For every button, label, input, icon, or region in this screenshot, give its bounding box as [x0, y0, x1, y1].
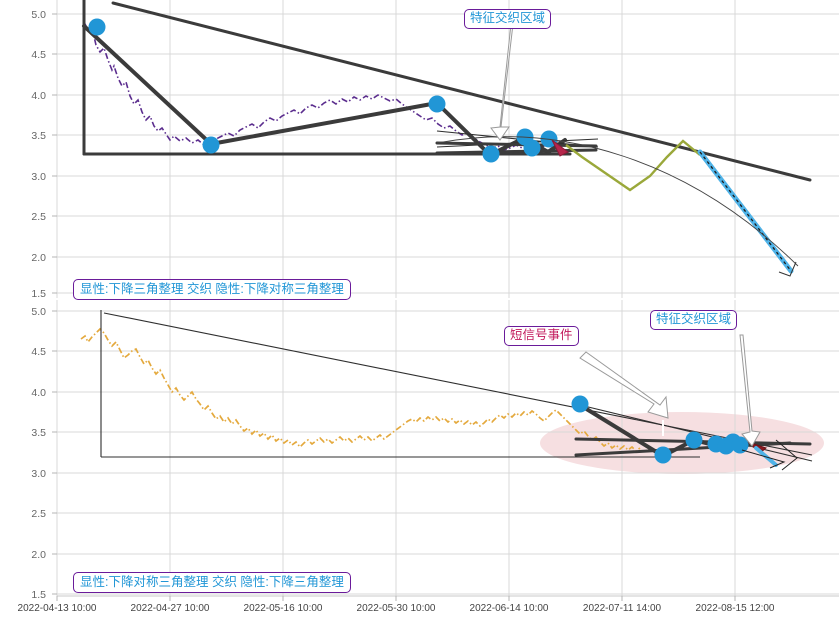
x-tick-label: 2022-04-27 10:00: [131, 603, 210, 614]
x-tick-label: 2022-06-14 10:00: [470, 603, 549, 614]
bottom-triangle-upper-trendline: [103, 312, 813, 456]
y-tick-label: 3.5: [31, 130, 46, 142]
y-tick-label: 3.0: [31, 171, 46, 183]
pivot-dot[interactable]: [731, 436, 749, 454]
y-tick-label: 1.5: [31, 589, 46, 601]
bottom-x-tick-labels: 2022-04-13 10:00 2022-04-27 10:00 2022-0…: [18, 603, 775, 614]
x-tick-label: 2022-07-11 14:00: [583, 603, 662, 614]
pivot-dot[interactable]: [482, 145, 500, 163]
y-tick-label: 2.5: [31, 211, 46, 223]
pivot-dot[interactable]: [685, 431, 703, 449]
y-tick-label: 2.0: [31, 252, 46, 264]
bottom-callout-arrow-interweave: [739, 334, 761, 447]
y-tick-label: 5.0: [31, 9, 46, 21]
highlight-region-ellipse: [540, 412, 824, 474]
annotation-interweave-top[interactable]: 特征交织区域: [464, 9, 552, 29]
y-tick-label: 3.5: [31, 427, 46, 439]
x-tick-label: 2022-08-15 12:00: [696, 603, 775, 614]
annotation-short-signal[interactable]: 短信号事件: [504, 326, 579, 346]
y-tick-label: 4.5: [31, 49, 46, 61]
top-projection-arc: [436, 136, 799, 267]
bottom-x-tick-marks: [56, 596, 736, 601]
top-grid-horizontal: [57, 13, 839, 294]
x-tick-label: 2022-05-16 10:00: [244, 603, 323, 614]
bottom-arrow-short-signal: [579, 351, 669, 419]
legend-top[interactable]: 显性:下降三角整理 交织 隐性:下降对称三角整理: [73, 279, 351, 300]
pivot-dot[interactable]: [523, 139, 541, 157]
y-tick-label: 1.5: [31, 288, 46, 300]
y-tick-label: 5.0: [31, 306, 46, 318]
y-tick-label: 4.0: [31, 387, 46, 399]
chart-panel-top[interactable]: 5.0 4.5 4.0 3.5 3.0 2.5 2.0 1.5: [0, 0, 839, 300]
y-tick-label: 2.5: [31, 508, 46, 520]
y-tick-label: 2.0: [31, 549, 46, 561]
top-projection-end-hook: [778, 261, 797, 277]
x-tick-label: 2022-04-13 10:00: [18, 603, 97, 614]
top-y-tick-labels: 5.0 4.5 4.0 3.5 3.0 2.5 2.0 1.5: [31, 9, 46, 300]
top-y-tick-marks: [52, 13, 57, 294]
pivot-dot[interactable]: [654, 446, 672, 464]
top-signal-marker: [551, 139, 569, 157]
chart-panel-bottom[interactable]: 5.0 4.5 4.0 3.5 3.0 2.5 2.0 1.5: [0, 300, 839, 617]
bottom-y-tick-labels: 5.0 4.5 4.0 3.5 3.0 2.5 2.0 1.5: [31, 306, 46, 601]
bottom-y-tick-marks: [52, 310, 57, 595]
legend-bottom[interactable]: 显性:下降对称三角整理 交织 隐性:下降三角整理: [73, 572, 351, 593]
y-tick-label: 4.5: [31, 346, 46, 358]
x-tick-label: 2022-05-30 10:00: [357, 603, 436, 614]
pivot-dot[interactable]: [428, 95, 446, 113]
pivot-dot[interactable]: [571, 395, 589, 413]
y-tick-label: 4.0: [31, 90, 46, 102]
pivot-dot[interactable]: [88, 18, 106, 36]
bottom-projection-hook: [741, 439, 798, 471]
top-forecast-zigzag: [565, 139, 701, 192]
bottom-plot-canvas[interactable]: 5.0 4.5 4.0 3.5 3.0 2.5 2.0 1.5: [0, 300, 839, 617]
bottom-price-series: [80, 327, 641, 453]
top-pivot-markers: [88, 18, 558, 163]
top-price-series: [83, 21, 547, 151]
pivot-dot[interactable]: [202, 136, 220, 154]
top-plot-canvas[interactable]: 5.0 4.5 4.0 3.5 3.0 2.5 2.0 1.5: [0, 0, 839, 300]
top-callout-arrow: [490, 23, 514, 141]
top-pivot-path: [82, 24, 567, 157]
bottom-grid-horizontal: [57, 310, 839, 595]
top-guide-upper: [435, 141, 598, 148]
y-tick-label: 3.0: [31, 468, 46, 480]
top-projection-core: [699, 151, 792, 272]
annotation-interweave-bottom[interactable]: 特征交织区域: [650, 310, 738, 330]
bottom-pivot-markers: [571, 395, 749, 464]
top-guide-lower: [435, 148, 598, 155]
top-grid-vertical: [56, 0, 736, 298]
